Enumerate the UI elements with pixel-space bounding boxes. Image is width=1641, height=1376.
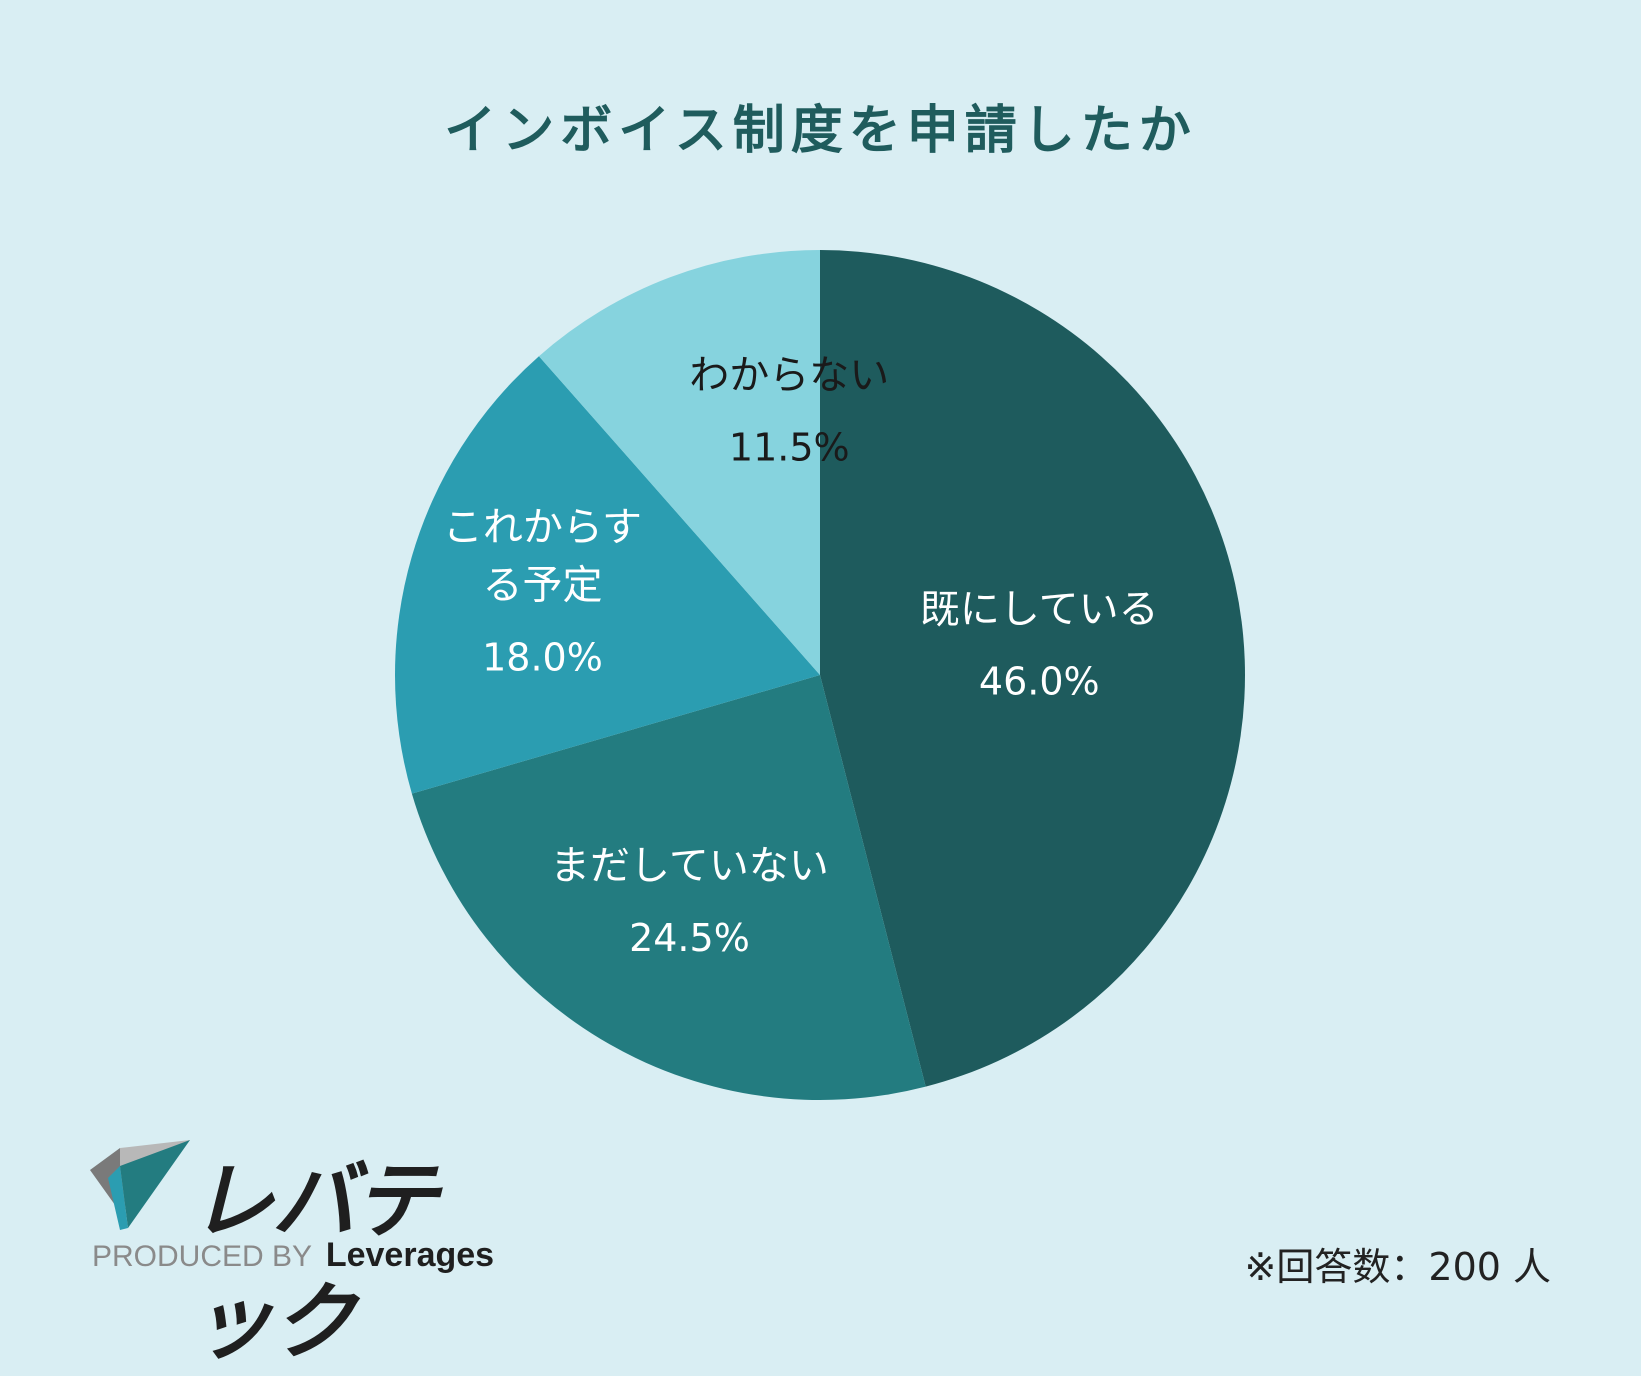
pie-slice — [820, 250, 1245, 1087]
slice-value-label: 18.0% — [482, 635, 603, 679]
pie-slice — [538, 250, 820, 675]
pie-slice — [411, 675, 926, 1100]
slice-label: わからない — [689, 352, 889, 398]
slice-label-group: まだしていない 24.5% — [550, 843, 829, 960]
slice-value-label: 46.0% — [979, 659, 1100, 703]
chart-title: インボイス制度を申請したか — [444, 101, 1197, 161]
respondent-count-note: ※回答数：200 人 — [1244, 1245, 1551, 1289]
slice-value-label: 11.5% — [729, 425, 850, 469]
produced-by-label: PRODUCED BY — [92, 1240, 312, 1273]
brand-name: Leverages — [325, 1236, 495, 1274]
slice-value-label: 24.5% — [629, 916, 750, 960]
pie-slice — [395, 356, 820, 794]
slice-label: これからする予定 — [443, 504, 642, 608]
slice-label: 既にしている — [920, 586, 1159, 632]
levtech-logo: レバテック PRODUCED BY Leverages — [90, 1140, 510, 1371]
checkmark-logo-icon — [90, 1140, 190, 1230]
slice-label: まだしていない — [550, 843, 829, 889]
slice-label-group: わからない 11.5% — [689, 352, 889, 469]
produced-by-line: PRODUCED BY Leverages — [92, 1236, 494, 1275]
slice-label-group: 既にしている 46.0% — [920, 586, 1159, 703]
slice-label-group: これからする予定 18.0% — [443, 504, 642, 679]
